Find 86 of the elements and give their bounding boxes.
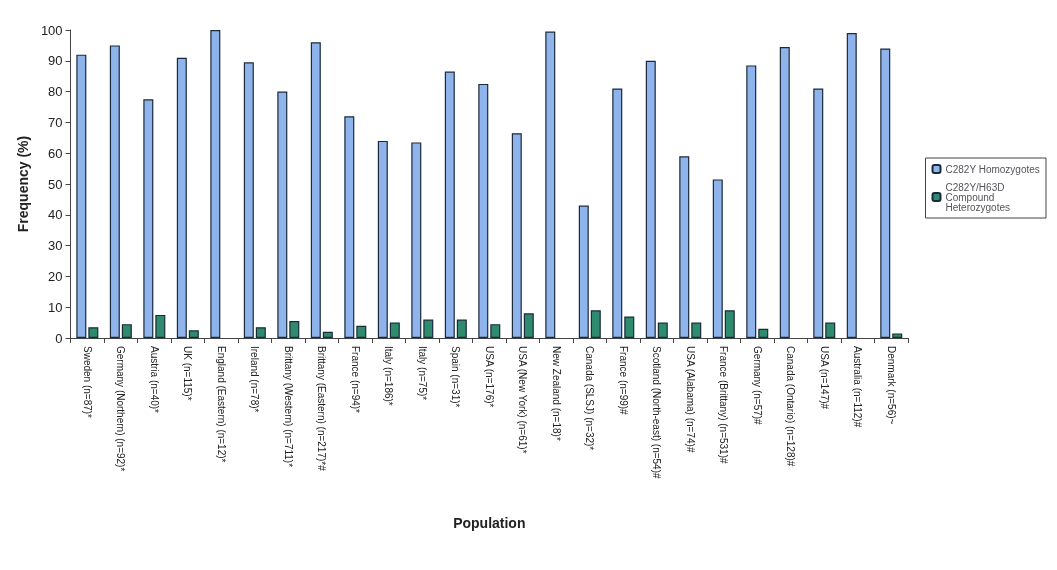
x-tick-label: Brittany (Western) (n=711)* (282, 346, 294, 468)
bar (356, 325, 367, 338)
bar (411, 142, 422, 338)
x-tick-label: Ireland (n=78)* (249, 346, 261, 413)
x-tick-label: USA (n=176)* (483, 346, 495, 408)
bar (188, 330, 199, 338)
bar (155, 314, 166, 338)
bar (846, 33, 857, 338)
bar (377, 140, 388, 338)
bar (210, 30, 221, 338)
bar (746, 65, 757, 338)
bar (624, 316, 635, 338)
bar (277, 91, 288, 338)
x-tick-label: Italy (n=75)* (416, 346, 428, 401)
x-tick-label: Canada (Ontario) (n=128)# (785, 346, 797, 467)
bar (143, 99, 154, 338)
y-tick-label: 20 (48, 268, 63, 284)
legend-label: C282Y/H63D Compound Heterozygotes (945, 181, 1010, 213)
bar (511, 133, 522, 338)
bar (456, 319, 467, 338)
x-tick-label: New Zealand (n=18)* (550, 346, 562, 441)
x-tick-label: Brittany (Eastern) (n=217)*# (316, 346, 328, 472)
bar (88, 327, 99, 338)
bar (712, 179, 723, 338)
x-tick-label: Canada (SLSJ) (n=32)* (584, 346, 596, 451)
bar (545, 31, 556, 338)
bar (176, 57, 187, 338)
y-tick-label: 90 (48, 53, 63, 69)
x-tick-label: Spain (n=31)* (450, 346, 462, 408)
bar (758, 328, 769, 338)
x-tick-label: USA (n=147)# (818, 346, 830, 410)
y-tick-label: 50 (48, 176, 63, 192)
y-tick-label: 0 (55, 330, 63, 346)
bar (691, 322, 702, 338)
bar (423, 319, 434, 338)
bar (825, 322, 836, 338)
bar (578, 205, 589, 338)
y-axis-title: Frequency (%) (15, 135, 31, 233)
bar (289, 321, 300, 338)
bar (490, 324, 501, 338)
bar (880, 48, 891, 338)
y-tick-label: 60 (48, 145, 63, 161)
y-tick-label: 40 (48, 207, 63, 223)
x-tick-label: Australia (n=112)# (852, 346, 864, 428)
x-tick-label: Germany (n=57)# (751, 346, 763, 426)
x-tick-label: USA (Alabama) (n=74)# (684, 346, 696, 453)
bar (779, 46, 790, 338)
x-tick-label: England (Eastern) (n=12)* (215, 346, 227, 463)
y-tick-label: 80 (48, 84, 63, 100)
legend-label: C282Y Homozygotes (945, 163, 1040, 175)
x-tick-label: Denmark (n=56)~ (885, 346, 897, 425)
x-axis-title: Population (453, 515, 526, 531)
bar (590, 310, 601, 338)
y-tick-label: 100 (40, 22, 63, 38)
bar (679, 156, 690, 338)
x-tick-label: Scotland (North-east) (n=54)# (651, 346, 663, 479)
x-tick-label: France (n=94)* (349, 346, 361, 414)
x-tick-label: UK (n=115)* (182, 346, 194, 401)
bar (523, 313, 534, 338)
bar (76, 54, 87, 338)
bar (813, 88, 824, 338)
y-tick-label: 30 (48, 238, 63, 254)
bar (310, 42, 321, 338)
x-tick-label: Germany (Northern) (n=92)* (115, 346, 127, 472)
x-tick-label: Austria (n=40)* (148, 346, 160, 414)
bar (322, 331, 333, 338)
bar (121, 324, 132, 338)
y-tick-label: 70 (48, 114, 63, 130)
x-tick-label: France (Brittany) (n=531)# (718, 346, 730, 464)
bar (243, 62, 254, 338)
bar (892, 333, 903, 338)
bar (389, 322, 400, 338)
x-tick-label: Sweden (n=87)* (81, 346, 93, 419)
x-tick-label: Italy (n=186)* (383, 346, 395, 406)
bar (478, 83, 489, 338)
bar (645, 60, 656, 338)
bar (444, 71, 455, 338)
bar (612, 88, 623, 338)
bar (344, 116, 355, 338)
bar (724, 310, 735, 338)
x-tick-label: USA (New York) (n=61)* (517, 346, 529, 454)
bar (255, 327, 266, 338)
y-tick-label: 10 (48, 299, 63, 315)
bar (657, 322, 668, 338)
bar (109, 45, 120, 338)
x-tick-label: France (n=99)# (617, 346, 629, 416)
